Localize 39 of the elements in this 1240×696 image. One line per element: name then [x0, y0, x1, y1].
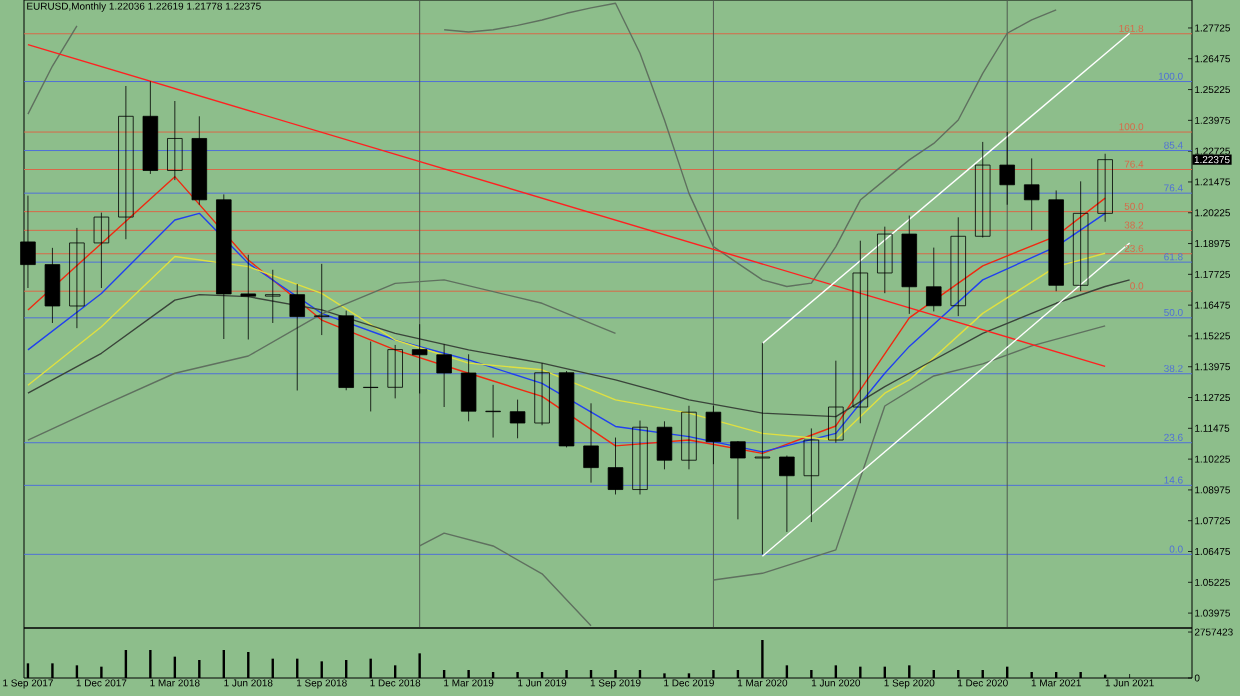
candlestick	[1097, 153, 1113, 223]
candlestick	[313, 263, 330, 336]
candlestick	[754, 342, 771, 555]
candlestick	[362, 341, 379, 412]
candlestick	[999, 131, 1015, 206]
candlestick	[1023, 158, 1040, 231]
candlestick	[289, 283, 305, 391]
candlestick	[436, 343, 452, 408]
candlestick	[852, 240, 869, 424]
candlestick	[705, 405, 722, 465]
candlestick	[69, 227, 85, 329]
candlestick	[730, 440, 746, 520]
candlestick	[828, 360, 844, 444]
line-series	[27, 252, 1106, 441]
candlestick	[607, 437, 624, 495]
candlestick	[167, 100, 183, 181]
candlestick	[44, 247, 61, 324]
line-series	[27, 279, 1131, 418]
candlestick	[974, 141, 991, 238]
candlestick	[681, 405, 697, 470]
candlestick	[950, 216, 966, 317]
candlestick	[387, 344, 403, 399]
candlestick	[240, 254, 257, 340]
candlestick	[877, 226, 893, 294]
line-series	[27, 279, 617, 441]
candlestick	[656, 420, 673, 470]
candlestick	[803, 428, 820, 523]
candlestick	[118, 85, 134, 240]
candlestick	[265, 269, 281, 324]
candlestick	[1072, 180, 1089, 292]
candlestick	[632, 420, 648, 495]
candlestick	[926, 247, 942, 312]
candlestick	[583, 402, 599, 484]
candlestick	[411, 323, 428, 394]
candlestick	[779, 455, 795, 533]
candlestick	[460, 353, 477, 422]
candlestick	[93, 212, 110, 289]
candlestick	[534, 362, 550, 426]
candlestick	[509, 399, 526, 439]
